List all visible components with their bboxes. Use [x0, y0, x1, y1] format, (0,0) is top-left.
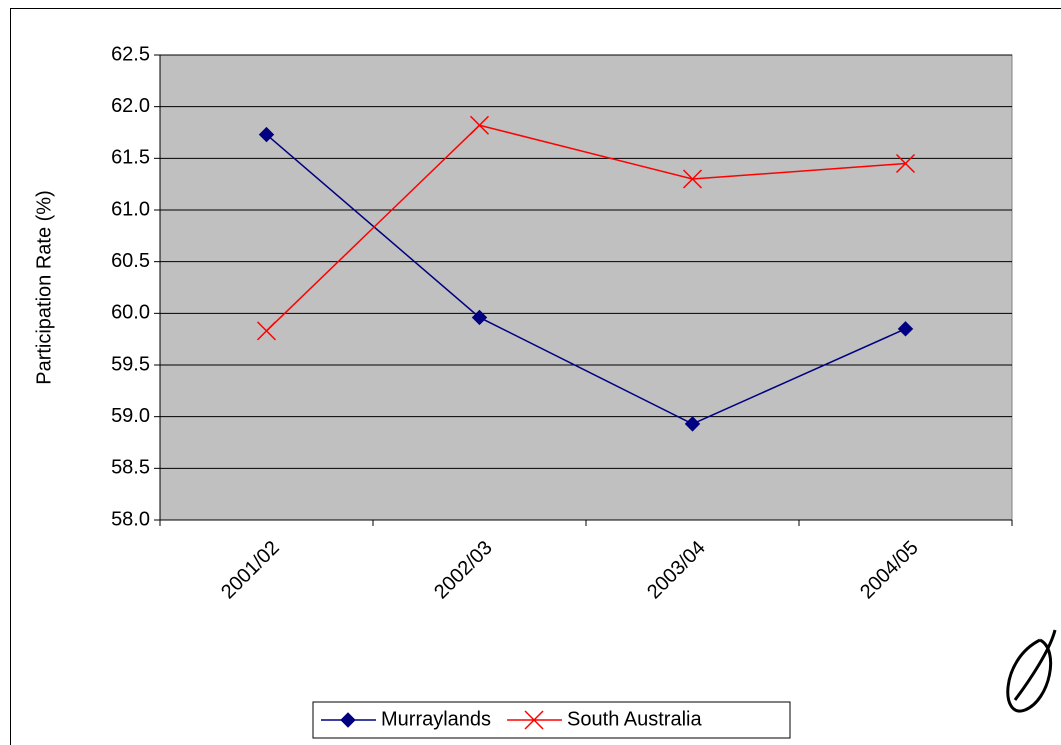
series-line	[266, 133, 906, 425]
marker	[258, 126, 275, 143]
logo	[1006, 629, 1057, 713]
y-tick-label: 62.5	[111, 43, 150, 65]
marker	[469, 115, 490, 135]
marker	[684, 416, 701, 432]
y-tick-label: 61.0	[111, 198, 150, 220]
y-tick-label: 62.0	[111, 95, 150, 117]
marker	[256, 321, 277, 341]
marker	[895, 153, 916, 174]
marker	[471, 309, 488, 326]
marker	[340, 712, 356, 728]
y-tick-label: 61.5	[111, 147, 150, 169]
y-axis-title: Participation Rate (%)	[33, 190, 55, 385]
legend-label: South Australia	[567, 708, 702, 730]
y-tick-label: 60.0	[111, 302, 150, 324]
y-tick-label: 58.0	[111, 508, 150, 530]
legend-label: Murraylands	[381, 708, 491, 730]
y-tick-label: 58.5	[111, 457, 150, 479]
plot-area	[159, 54, 1013, 521]
series-line	[265, 124, 906, 332]
y-tick-label: 60.5	[111, 250, 150, 272]
y-tick-label: 59.5	[111, 353, 150, 375]
y-tick-label: 59.0	[111, 405, 150, 427]
marker	[897, 321, 914, 337]
marker	[682, 169, 703, 189]
marker	[524, 710, 544, 730]
